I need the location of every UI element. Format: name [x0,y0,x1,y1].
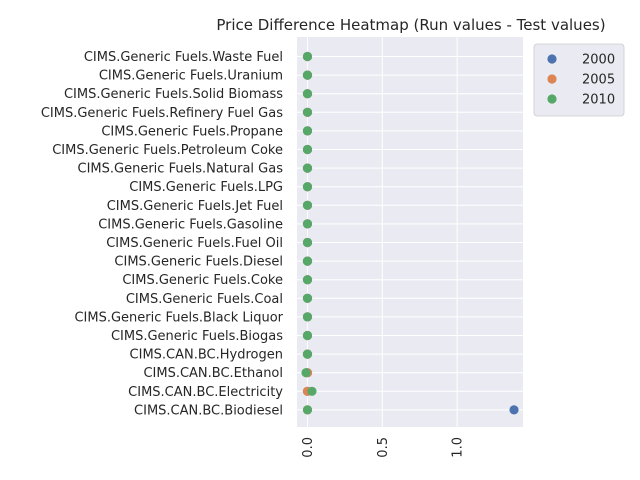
point-2010 [302,219,313,229]
legend-marker [547,94,557,104]
point-2010 [302,200,313,210]
point-2010 [302,349,313,359]
y-tick-label: CIMS.Generic Fuels.Solid Biomass [64,87,283,102]
y-tick-label: CIMS.Generic Fuels.Diesel [114,255,283,270]
legend-box [533,43,625,117]
chart-title: Price Difference Heatmap (Run values - T… [216,16,605,34]
point-2010 [302,163,313,173]
data-points [301,51,519,415]
y-tick-label: CIMS.Generic Fuels.Natural Gas [78,162,284,177]
y-tick-label: CIMS.Generic Fuels.Refinery Fuel Gas [41,106,283,121]
point-2010 [302,144,313,155]
legend-marker [547,74,557,84]
grid-lines [297,37,523,427]
y-tick-label: CIMS.Generic Fuels.Uranium [99,69,283,84]
point-2000 [509,405,519,415]
point-2010 [302,405,313,415]
y-tick-label: CIMS.Generic Fuels.Waste Fuel [84,50,283,65]
point-2010 [302,330,313,341]
y-tick-label: CIMS.CAN.BC.Biodiesel [134,403,283,418]
point-2010 [302,256,313,266]
y-tick-label: CIMS.Generic Fuels.Black Liquor [74,310,283,325]
y-tick-label: CIMS.CAN.BC.Ethanol [143,366,283,381]
point-2010 [302,107,313,117]
legend-label: 2010 [582,93,615,108]
x-tick-label: 1.0 [451,437,466,458]
y-tick-label: CIMS.Generic Fuels.Jet Fuel [107,199,283,214]
y-tick-label: CIMS.Generic Fuels.Petroleum Coke [52,143,283,158]
point-2010 [301,368,311,378]
legend: 2000 2005 2010 [533,43,625,117]
y-tick-label: CIMS.Generic Fuels.Gasoline [98,217,283,232]
legend-label: 2005 [582,73,615,88]
legend-marker [547,54,557,64]
y-axis-tick-labels: CIMS.Generic Fuels.Waste Fuel CIMS.Generi… [41,50,284,418]
point-2010 [302,312,313,322]
y-tick-label: CIMS.Generic Fuels.Biogas [111,329,283,344]
x-tick-label: 0.5 [376,437,391,458]
point-2010 [302,70,313,80]
y-tick-label: CIMS.Generic Fuels.LPG [129,180,283,195]
point-2010 [302,293,313,303]
y-tick-label: CIMS.Generic Fuels.Coke [122,273,283,288]
x-axis-tick-labels: 0.0 0.5 1.0 [301,437,466,458]
y-tick-label: CIMS.Generic Fuels.Fuel Oil [106,236,283,251]
y-tick-label: CIMS.CAN.BC.Electricity [128,385,283,400]
point-2010 [302,126,313,136]
point-2010 [302,51,313,62]
plot-area [297,37,523,427]
y-tick-label: CIMS.Generic Fuels.Coal [126,292,283,307]
point-2010 [302,89,313,99]
x-tick-label: 0.0 [301,437,316,458]
point-2010 [302,237,313,248]
point-2010 [302,182,313,192]
y-tick-label: CIMS.Generic Fuels.Propane [101,124,283,139]
point-2010 [307,386,317,396]
y-tick-label: CIMS.CAN.BC.Hydrogen [130,348,283,363]
legend-label: 2000 [582,53,615,68]
point-2010 [302,275,313,285]
